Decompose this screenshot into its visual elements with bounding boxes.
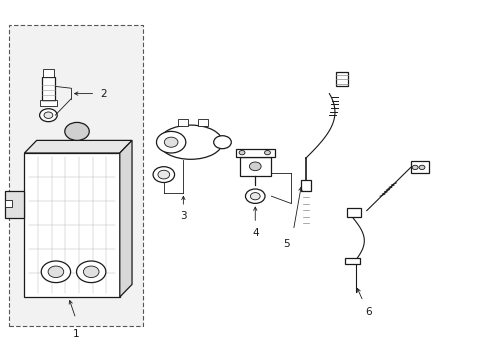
Circle shape <box>418 165 424 170</box>
Circle shape <box>239 150 244 155</box>
Text: 3: 3 <box>180 211 186 221</box>
Circle shape <box>65 122 89 140</box>
Bar <box>5 191 24 218</box>
Bar <box>235 149 275 157</box>
Bar <box>239 157 271 176</box>
Bar <box>300 180 310 191</box>
Bar <box>335 72 347 86</box>
Circle shape <box>158 170 169 179</box>
Circle shape <box>156 131 185 153</box>
Circle shape <box>41 261 70 283</box>
Circle shape <box>76 261 106 283</box>
Circle shape <box>249 162 261 171</box>
Bar <box>5 200 12 207</box>
Text: 5: 5 <box>282 239 289 249</box>
Bar <box>346 208 360 217</box>
Bar <box>410 161 428 173</box>
Text: 1: 1 <box>72 329 79 339</box>
Text: 6: 6 <box>364 307 370 317</box>
Bar <box>42 69 54 77</box>
Circle shape <box>245 189 264 203</box>
Circle shape <box>250 193 260 200</box>
Text: 2: 2 <box>100 89 107 99</box>
Text: 4: 4 <box>251 228 258 238</box>
Bar <box>198 119 207 126</box>
Circle shape <box>40 109 57 122</box>
Bar <box>9 25 143 326</box>
Polygon shape <box>120 140 132 297</box>
Bar <box>40 100 57 106</box>
Circle shape <box>153 167 174 183</box>
Polygon shape <box>24 140 132 153</box>
Circle shape <box>213 136 231 149</box>
Ellipse shape <box>159 125 222 159</box>
Bar <box>24 153 120 297</box>
Bar <box>41 77 55 104</box>
Circle shape <box>164 137 178 147</box>
Circle shape <box>264 150 270 155</box>
Circle shape <box>83 266 99 278</box>
Circle shape <box>48 266 63 278</box>
Bar <box>178 119 188 126</box>
Circle shape <box>44 112 53 118</box>
Circle shape <box>411 165 417 170</box>
Bar <box>345 258 359 264</box>
